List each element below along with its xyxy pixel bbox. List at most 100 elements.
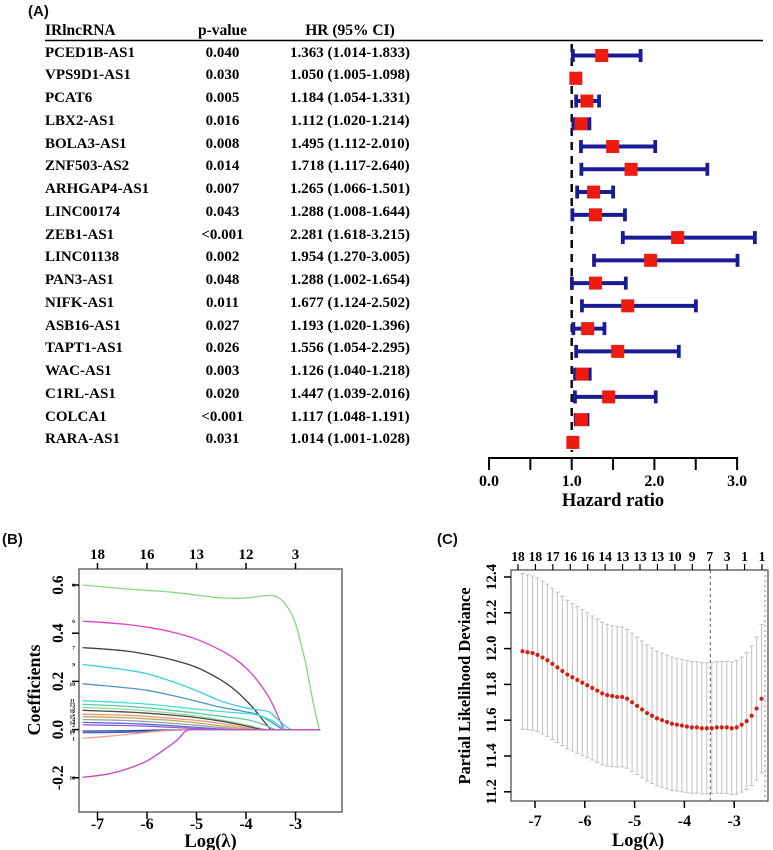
x-tick-label: -3 [728, 813, 741, 830]
deviance-dot [759, 696, 764, 701]
hr-square [575, 367, 589, 381]
deviance-dot [654, 716, 660, 721]
y-tick-label: -0.2 [50, 765, 67, 790]
plot-box [78, 568, 343, 813]
coefficient-path [82, 706, 266, 731]
x-tick-label: 1.0 [562, 473, 582, 490]
y-tick-label: 0.0 [50, 720, 67, 740]
panel-c-label: (C) [437, 531, 458, 548]
coefficient-path [82, 718, 242, 731]
x-tick-label: -5 [628, 813, 641, 830]
coefficient-path [82, 703, 275, 731]
forest-row-marker [574, 94, 601, 108]
deviance-dot [634, 703, 640, 708]
x-tick-label: -4 [678, 813, 691, 830]
top-axis-label: 3 [724, 549, 731, 564]
curve-index-label: 2 [72, 723, 75, 729]
deviance-dot [625, 696, 630, 701]
deviance-dot [535, 652, 540, 657]
curve-index-label: 17 [70, 731, 76, 737]
top-axis-label: 18 [90, 547, 105, 563]
top-axis-label: 13 [616, 549, 630, 564]
top-axis-label: 16 [140, 547, 156, 563]
forest-row-marker [570, 49, 643, 62]
deviance-dot [699, 726, 704, 731]
x-tick-label: -6 [140, 816, 153, 833]
deviance-dot [580, 680, 585, 685]
x-tick-label: -7 [528, 813, 541, 830]
deviance-dot [620, 694, 625, 700]
x-axis-title: Hazard ratio [562, 491, 664, 511]
forest-plot: 0.0 1.0 2.0 3.0 Hazard ratio [45, 39, 763, 511]
forest-row-marker [573, 367, 592, 381]
curve-index-label: 5 [72, 712, 75, 718]
hr-square [587, 185, 601, 199]
curve-index-label: 10 [70, 682, 76, 688]
coefficient-path [82, 713, 257, 731]
hr-square [595, 49, 609, 62]
curve-index-label: 8 [72, 583, 75, 589]
curve-index-label: 16 [70, 708, 76, 714]
deviance-dot [550, 661, 555, 666]
deviance-dot [664, 719, 670, 725]
forest-row-marker [566, 435, 580, 449]
hr-square [611, 344, 625, 358]
curve-index-label: 1 [72, 736, 75, 742]
coefficient-path [82, 728, 180, 739]
top-axis-label: 17 [546, 549, 560, 564]
top-axis-label: 18 [529, 549, 543, 564]
coefficient-path [82, 584, 320, 730]
hr-square [566, 435, 580, 449]
y-axis-title: Coefficients [24, 645, 44, 736]
deviance-dot [610, 693, 615, 699]
deviance-dot [754, 706, 759, 711]
deviance-dot [565, 672, 570, 677]
deviance-dot [724, 725, 729, 730]
plot-box [510, 569, 769, 802]
forest-row-marker [571, 322, 607, 336]
cv-plot: -7 -6 -5 -4 -3 Log(λ) 11.2 11.4 11.6 11.8 12.0 12.2… [455, 549, 769, 850]
hr-square [569, 71, 583, 85]
coefficient-path [82, 715, 252, 731]
y-tick-label: 11.8 [484, 672, 500, 697]
deviance-dot [649, 713, 655, 718]
coefficient-path [82, 729, 190, 778]
forest-row-marker [569, 71, 583, 85]
curve-index-label: 3 [72, 705, 75, 711]
x-axis-title: Log(λ) [184, 832, 236, 850]
top-axis-label: 1 [741, 549, 748, 564]
deviance-dot [520, 649, 525, 654]
x-tick-label: 3.0 [727, 473, 747, 490]
x-axis-title: Log(λ) [612, 831, 664, 850]
deviance-dot [600, 691, 605, 696]
hr-square [580, 94, 594, 108]
forest-row-marker [573, 413, 590, 427]
hr-square [589, 208, 603, 222]
deviance-dot [719, 725, 724, 730]
hr-square [606, 140, 620, 154]
deviance-dot [595, 688, 600, 693]
curve-index-label: 7 [72, 646, 75, 652]
forest-row-marker [574, 344, 681, 358]
y-tick-label: 0.4 [50, 623, 67, 643]
y-tick-label: 0.2 [50, 671, 67, 691]
deviance-dot [615, 694, 620, 700]
deviance-dot [560, 668, 565, 674]
deviance-dot [585, 683, 590, 688]
deviance-dot [540, 655, 545, 660]
top-axis-label: 13 [189, 547, 204, 563]
deviance-dot [679, 723, 685, 728]
deviance-dot [709, 726, 714, 731]
deviance-dot [570, 675, 575, 680]
deviance-dot [555, 665, 560, 670]
deviance-dot [684, 724, 689, 729]
deviance-dot [605, 693, 610, 698]
top-axis-label: 13 [651, 549, 665, 564]
top-axis-label: 10 [668, 549, 682, 564]
hr-square [621, 299, 635, 313]
lasso-plot: 867910111331651541421817112-7-6-5-4-3Log… [24, 547, 343, 850]
panel-b-label: (B) [2, 531, 23, 548]
forest-row-marker [579, 140, 658, 154]
